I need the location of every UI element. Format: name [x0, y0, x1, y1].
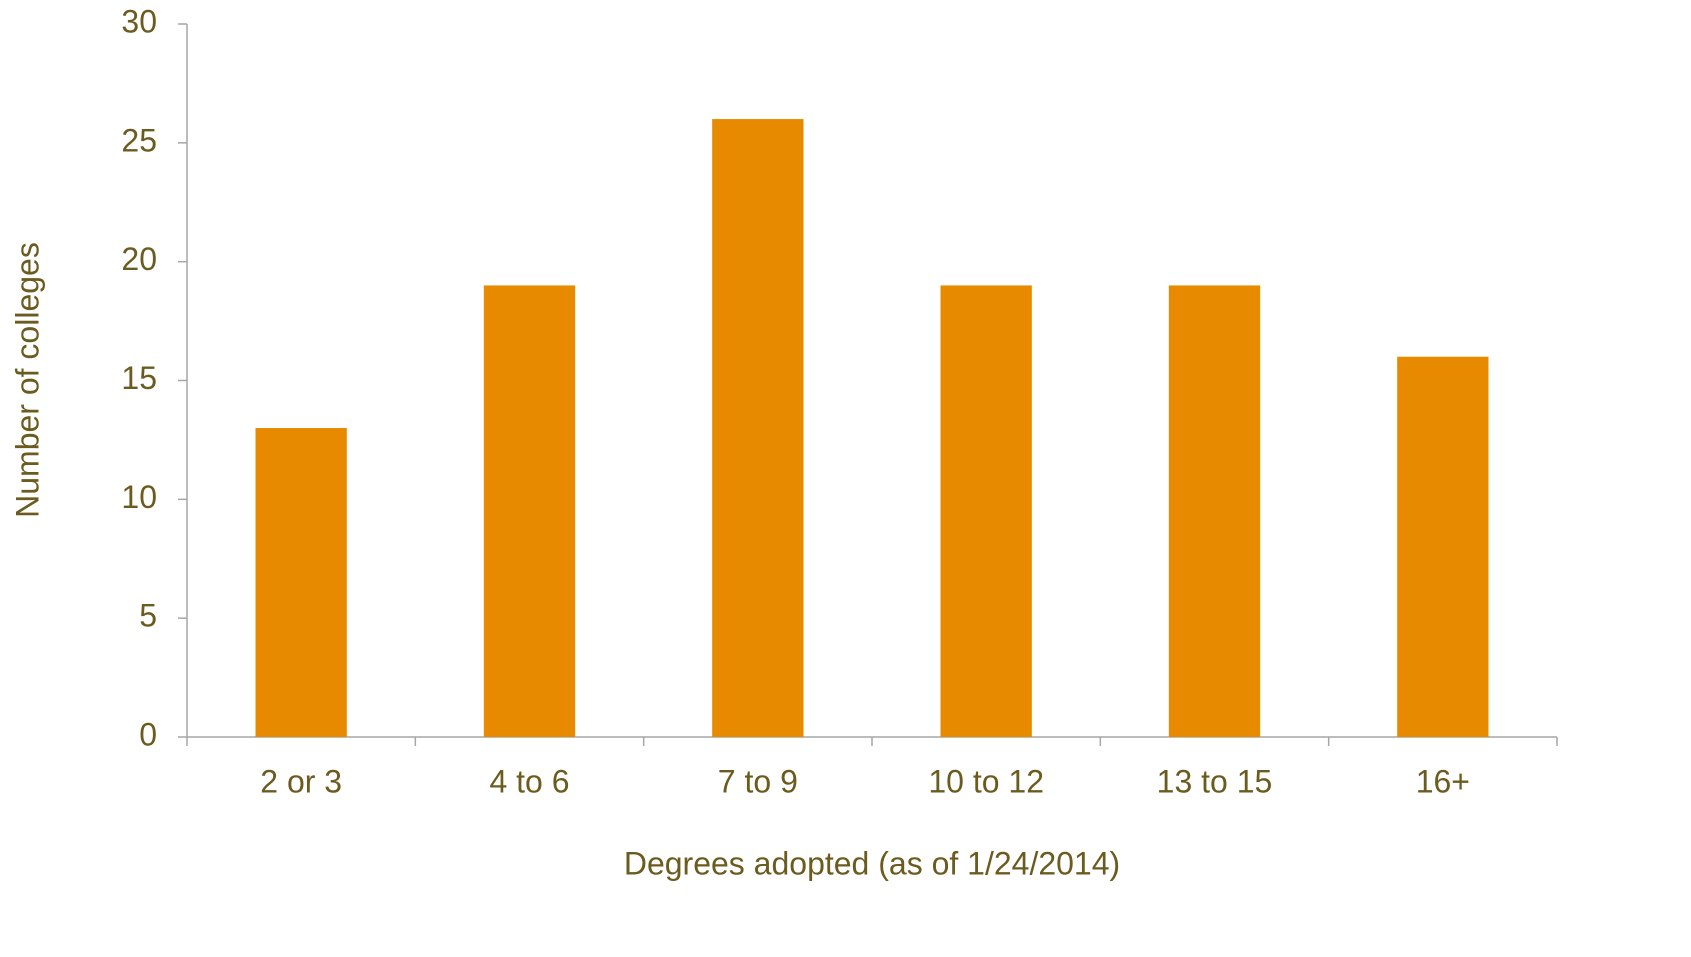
y-tick-label: 10	[121, 479, 157, 515]
x-tick-label: 10 to 12	[928, 763, 1044, 799]
bar	[1168, 285, 1261, 737]
y-tick-label: 30	[121, 3, 157, 39]
bar	[940, 285, 1032, 737]
bar	[712, 119, 804, 738]
bar	[483, 285, 576, 737]
y-tick-label: 25	[121, 122, 157, 158]
y-tick-label: 15	[121, 360, 157, 396]
x-axis-title: Degrees adopted (as of 1/24/2014)	[624, 845, 1120, 881]
y-tick-label: 20	[121, 241, 157, 277]
x-tick-label: 4 to 6	[489, 763, 569, 799]
bar	[1397, 356, 1489, 737]
y-tick-label: 5	[139, 598, 157, 634]
x-tick-label: 16+	[1416, 763, 1470, 799]
y-axis-title: Number of colleges	[9, 242, 45, 518]
x-tick-label: 13 to 15	[1157, 763, 1273, 799]
bar	[255, 428, 347, 737]
x-tick-label: 7 to 9	[718, 763, 798, 799]
x-tick-label: 2 or 3	[260, 763, 342, 799]
y-tick-label: 0	[139, 716, 157, 752]
